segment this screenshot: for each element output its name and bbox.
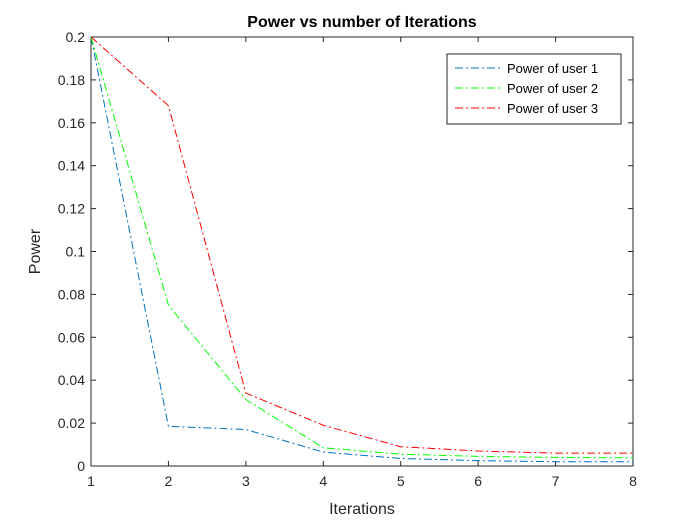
chart-title: Power vs number of Iterations xyxy=(247,14,476,31)
legend-label-user-1: Power of user 1 xyxy=(507,61,598,76)
y-tick-label: 0.12 xyxy=(58,201,85,217)
y-tick-label: 0.04 xyxy=(58,372,85,388)
legend: Power of user 1 Power of user 2 Power of u… xyxy=(447,54,621,124)
legend-label-user-2: Power of user 2 xyxy=(507,81,598,96)
y-tick-label: 0.18 xyxy=(58,72,85,88)
y-tick-label: 0.08 xyxy=(58,286,85,302)
x-tick-label: 3 xyxy=(242,473,250,489)
x-axis-label: Iterations xyxy=(329,501,395,518)
y-tick-label: 0.02 xyxy=(58,415,85,431)
y-axis-label: Power xyxy=(27,228,44,274)
x-tick-label: 1 xyxy=(87,473,95,489)
x-tick-label: 7 xyxy=(552,473,560,489)
x-tick-label: 2 xyxy=(165,473,173,489)
y-tick-label: 0 xyxy=(77,458,85,474)
y-tick-label: 0.06 xyxy=(58,329,85,345)
y-tick-label: 0.16 xyxy=(58,115,85,131)
y-tick-label: 0.2 xyxy=(66,29,86,45)
x-tick-label: 8 xyxy=(629,473,637,489)
x-tick-label: 4 xyxy=(319,473,327,489)
x-tick-label: 5 xyxy=(397,473,405,489)
x-tick-label: 6 xyxy=(474,473,482,489)
legend-label-user-3: Power of user 3 xyxy=(507,101,598,116)
y-tick-label: 0.14 xyxy=(58,158,85,174)
y-tick-label: 0.1 xyxy=(66,244,86,260)
